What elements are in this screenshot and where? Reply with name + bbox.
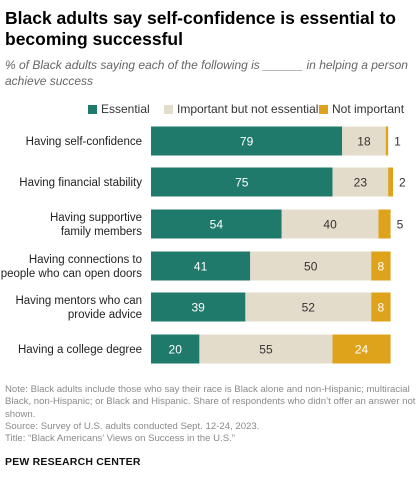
stacked-bar-chart: Having self-confidence 79 18 1 Having financ…: [1, 126, 406, 364]
category-label: Having mentors who can: [15, 295, 142, 307]
legend-item-important: Important but not essential: [164, 102, 318, 116]
brand-logo-text: PEW RESEARCH CENTER: [5, 456, 141, 468]
data-label: 50: [304, 260, 318, 274]
bar-segment-important: [199, 334, 333, 364]
data-label: 2: [399, 176, 406, 190]
bar-segment-essential: [151, 292, 246, 322]
data-label: 23: [354, 176, 368, 190]
notes: Note: Black adults include those who say…: [5, 384, 417, 445]
bar-segment-not-important: [371, 251, 391, 281]
category-label: Having financial stability: [19, 177, 142, 189]
data-label: 8: [378, 260, 385, 274]
bar-segment-essential: [151, 209, 282, 239]
category-label: people who can open doors: [1, 268, 143, 280]
bar-segment-essential: [151, 167, 333, 197]
bar-segment-not-important: [385, 126, 389, 156]
data-label: 39: [192, 301, 206, 315]
bar-segment-not-important: [378, 209, 391, 239]
data-label: 40: [323, 218, 337, 232]
data-label: 8: [378, 301, 385, 315]
data-label: 5: [397, 218, 404, 232]
data-label: 20: [169, 343, 183, 357]
legend-label-not-important: Not important: [332, 102, 405, 116]
legend-label-essential: Essential: [101, 102, 150, 116]
bar-segment-essential: [151, 334, 200, 364]
bar-segment-important: [332, 167, 389, 197]
legend: Essential Important but not essential No…: [0, 102, 420, 118]
legend-label-important: Important but not essential: [177, 102, 319, 116]
data-label: 52: [302, 301, 316, 315]
note-text: Note: Black adults include those who say…: [5, 384, 416, 420]
legend-item-not-important: Not important: [319, 102, 404, 116]
bar-segment-not-important: [388, 167, 393, 197]
report-title-text: Title: “Black Americans’ Views on Succes…: [5, 433, 235, 445]
category-label: Having connections to: [29, 254, 142, 266]
bar-segment-not-important: [332, 334, 391, 364]
category-label: family members: [61, 226, 142, 238]
legend-swatch-essential: [88, 105, 97, 114]
chart-title: Black adults say self-confidence is esse…: [5, 8, 396, 49]
data-label: 54: [210, 218, 224, 232]
data-label: 55: [259, 343, 273, 357]
category-label: Having a college degree: [18, 344, 142, 356]
data-label: 1: [394, 135, 401, 149]
category-label: Having self-confidence: [26, 136, 142, 148]
bar-segment-essential: [151, 126, 343, 156]
category-label: provide advice: [68, 309, 142, 321]
bar-segment-important: [342, 126, 386, 156]
legend-swatch-important: [164, 105, 173, 114]
category-label: Having supportive: [50, 212, 142, 224]
source-text: Source: Survey of U.S. adults conducted …: [5, 420, 260, 432]
data-label: 79: [240, 135, 254, 149]
legend-item-essential: Essential: [88, 102, 150, 116]
data-label: 75: [235, 176, 249, 190]
data-label: 41: [194, 260, 208, 274]
bar-segment-important: [281, 209, 379, 239]
data-label: 24: [355, 343, 369, 357]
legend-swatch-not-important: [319, 105, 328, 114]
bar-segment-not-important: [371, 292, 391, 322]
bar-segment-important: [245, 292, 372, 322]
data-label: 18: [357, 135, 371, 149]
chart-subtitle: % of Black adults saying each of the fol…: [5, 58, 408, 88]
bar-segment-important: [250, 251, 372, 281]
bar-segment-essential: [151, 251, 251, 281]
